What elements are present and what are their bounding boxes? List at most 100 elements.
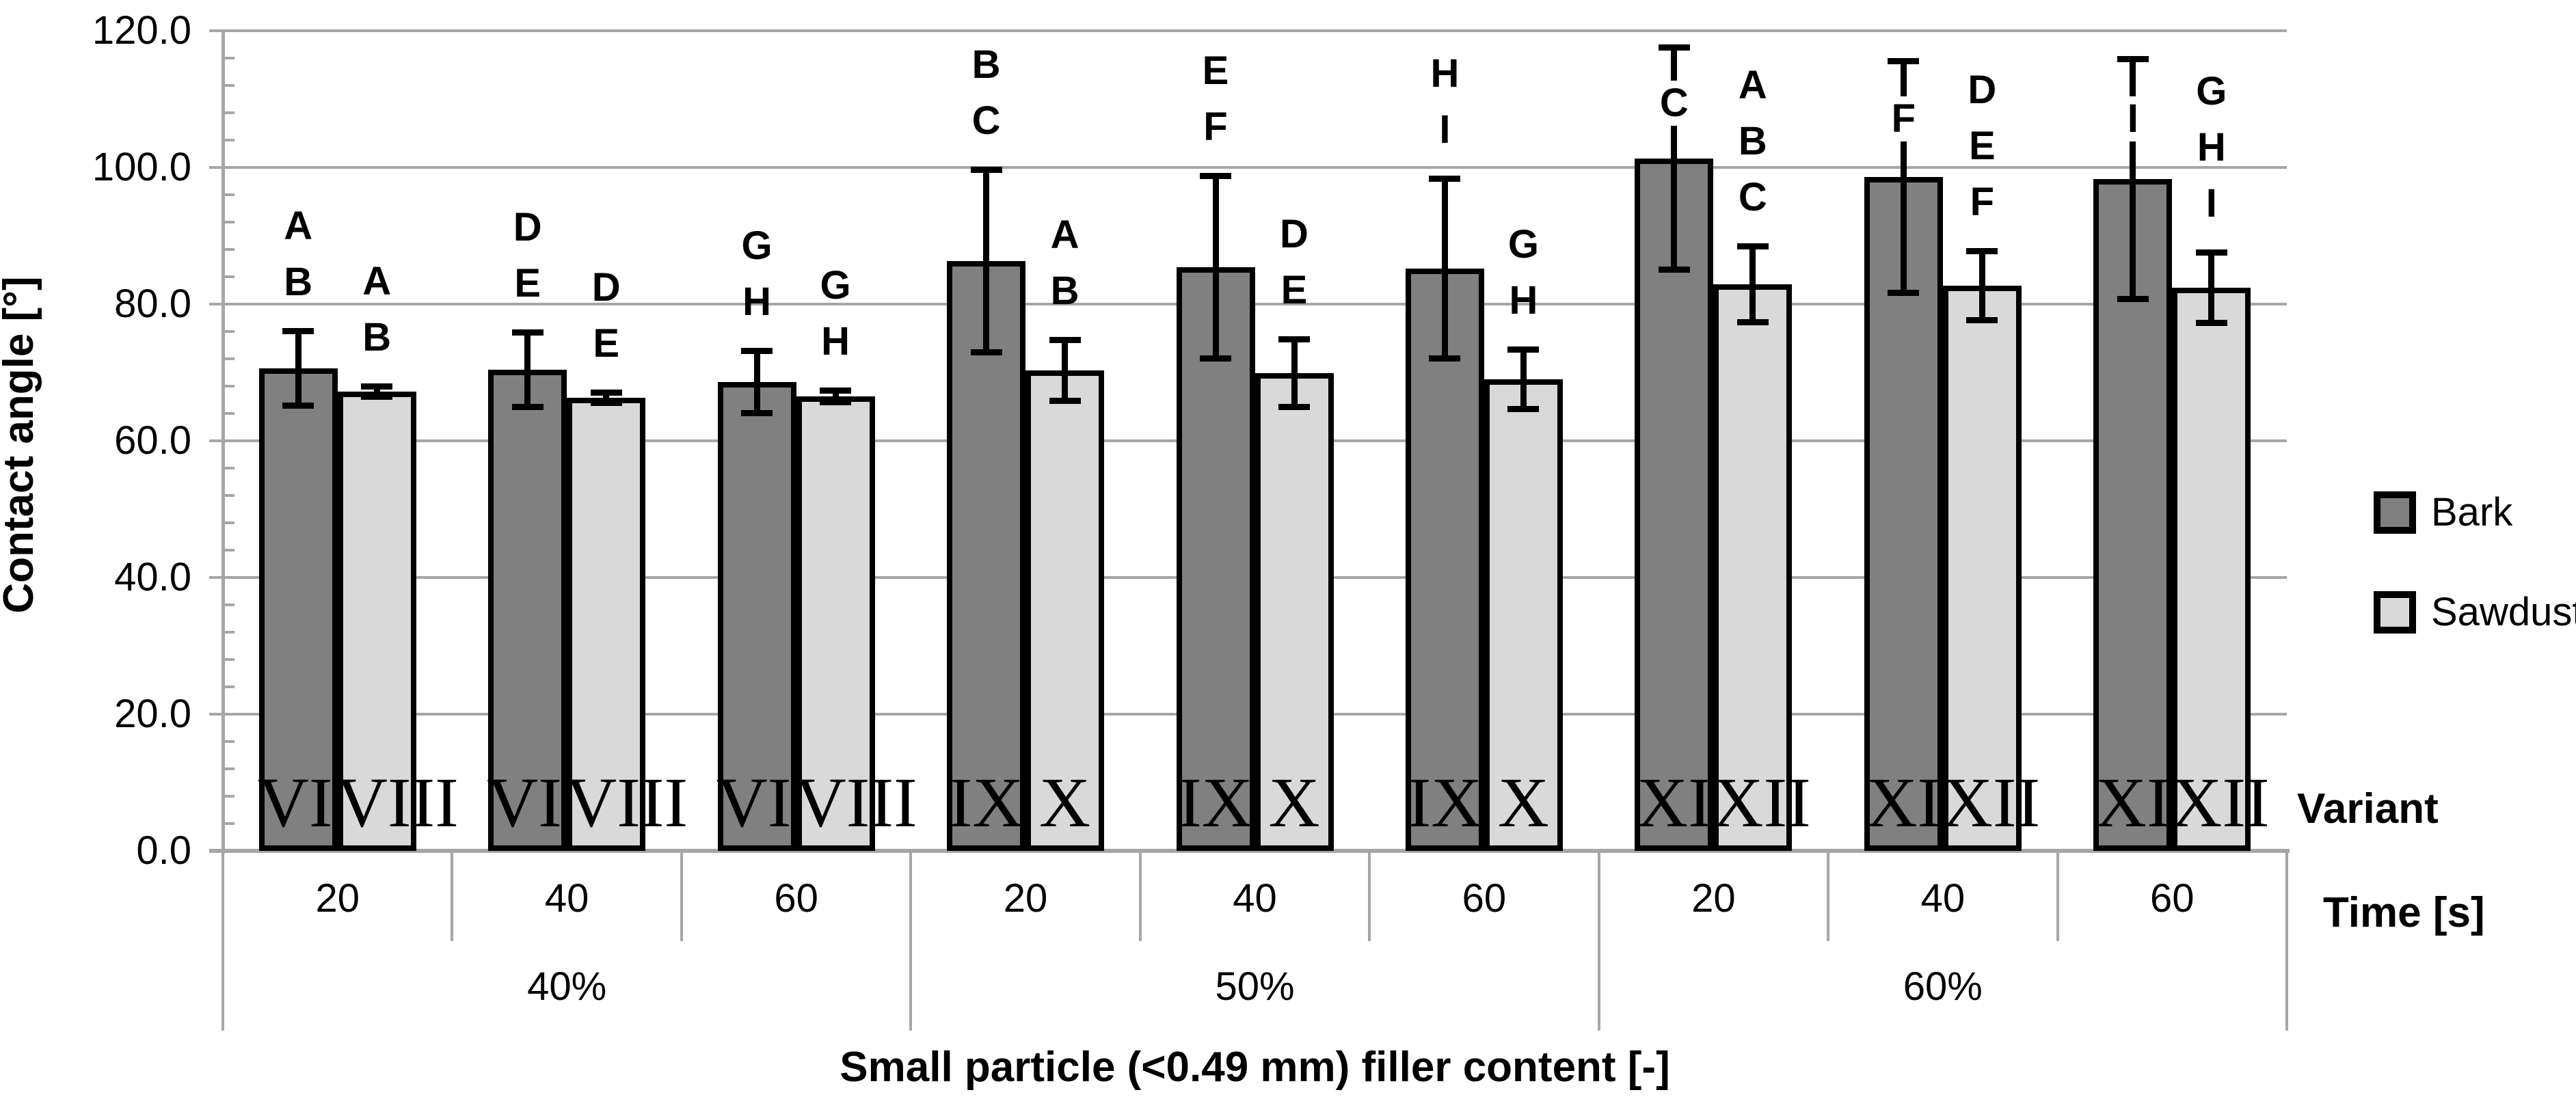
sig-letter: I: [2120, 96, 2145, 141]
sig-letter: F: [1884, 96, 1923, 141]
sig-letter: B: [1738, 119, 1767, 163]
bar-sawdust-60pct-20s: XII: [1712, 284, 1811, 851]
time-row-label: Time [s]: [2323, 889, 2485, 936]
y-tick-label-80: 80.0: [114, 282, 191, 326]
x-divider-8: [2056, 851, 2059, 941]
sig-letter: I: [2205, 181, 2217, 226]
sig-letter: I: [1439, 107, 1451, 152]
error-cap-top-bark-60pct-40s: [1888, 58, 1920, 64]
error-cap-top-bark-40pct-60s: [741, 348, 773, 354]
error-cap-bottom-sawdust-60pct-20s: [1736, 319, 1769, 325]
error-bar-bark-40pct-40s: [524, 332, 531, 407]
error-cap-top-bark-60pct-60s: [2117, 56, 2149, 62]
sig-letter: C: [1652, 80, 1695, 126]
x-divider-0: [222, 851, 224, 1031]
error-bar-bark-50pct-20s: [983, 169, 990, 353]
sig-letters-bark-60pct-40s: F: [1849, 96, 1958, 141]
error-cap-top-sawdust-40pct-60s: [820, 388, 852, 394]
sig-letter: B: [971, 42, 1001, 87]
error-cap-top-bark-40pct-40s: [511, 329, 544, 336]
y-minor-tick-28: [225, 658, 234, 661]
x-divider-1: [451, 851, 454, 941]
bar-sawdust-40pct-20s: VIII: [336, 392, 459, 851]
y-tick-label-0: 0.0: [136, 828, 191, 873]
sig-letter: F: [1970, 180, 1995, 224]
sig-letter: A: [362, 259, 392, 303]
y-minor-tick-64: [225, 412, 234, 415]
legend-label-sawdust: Sawdust: [2431, 590, 2576, 634]
variant-label-sawdust-40pct-60s: VIII: [794, 763, 917, 842]
variant-label-sawdust-50pct-20s: X: [1038, 763, 1091, 842]
sig-letter: B: [1050, 269, 1079, 313]
y-major-tick-80: [209, 303, 223, 305]
y-minor-tick-4: [225, 822, 234, 825]
y-axis-line: [222, 31, 225, 854]
error-bar-bark-50pct-40s: [1212, 176, 1219, 359]
error-cap-bottom-sawdust-50pct-40s: [1278, 404, 1310, 410]
sig-letter: E: [593, 321, 619, 366]
error-cap-bottom-sawdust-50pct-60s: [1507, 406, 1540, 412]
bar-sawdust-60pct-40s: XII: [1941, 286, 2041, 851]
error-cap-bottom-bark-40pct-40s: [511, 404, 544, 410]
sig-letter: G: [820, 263, 851, 308]
error-cap-bottom-sawdust-40pct-40s: [590, 400, 622, 406]
error-bar-sawdust-40pct-20s: [373, 386, 380, 397]
y-minor-tick-12: [225, 767, 234, 770]
sawdust-legend-swatch-icon: [2374, 590, 2416, 634]
error-cap-bottom-bark-50pct-60s: [1429, 355, 1461, 362]
variant-label-sawdust-60pct-40s: XII: [1941, 763, 2041, 842]
error-bar-bark-60pct-20s: [1671, 47, 1678, 270]
y-minor-tick-76: [225, 330, 234, 333]
x-divider-5: [1368, 851, 1371, 941]
y-minor-tick-56: [225, 467, 234, 470]
plot-area: VII A B VIII A B VII D E VIII D E VII G H VIII G H IX B C X A B…: [223, 29, 2287, 852]
bark-legend-swatch-icon: [2374, 491, 2416, 534]
sig-letter: F: [1203, 105, 1228, 149]
y-minor-tick-104: [225, 139, 234, 141]
y-minor-tick-32: [225, 631, 234, 634]
error-cap-bottom-bark-60pct-20s: [1658, 267, 1690, 273]
error-cap-bottom-sawdust-40pct-60s: [820, 399, 852, 405]
sig-letter: H: [1430, 51, 1460, 96]
time-cell-40%-60: 60: [774, 875, 818, 921]
x-divider-2: [680, 851, 683, 941]
error-bar-sawdust-40pct-60s: [832, 390, 839, 403]
bar-bark-40pct-60s: VII: [716, 382, 815, 851]
variant-label-bark-60pct-60s: XI: [2095, 763, 2171, 842]
y-minor-tick-108: [225, 111, 234, 114]
sig-letter: E: [1280, 268, 1308, 312]
sig-letter: C: [1738, 175, 1767, 219]
legend-item-sawdust: Sawdust: [2374, 589, 2576, 635]
variant-label-bark-40pct-60s: VII: [716, 763, 815, 842]
y-minor-tick-116: [225, 57, 234, 59]
sig-letters-bark-60pct-20s: C: [1620, 80, 1729, 126]
y-minor-tick-96: [225, 193, 234, 196]
error-cap-bottom-bark-50pct-40s: [1200, 355, 1231, 362]
error-cap-top-sawdust-50pct-20s: [1049, 337, 1081, 343]
y-tick-label-20: 20.0: [114, 692, 191, 736]
error-cap-bottom-bark-40pct-60s: [741, 410, 773, 416]
sig-letter: E: [1202, 49, 1229, 93]
sig-letter: C: [971, 98, 1001, 143]
error-bar-sawdust-40pct-40s: [603, 392, 610, 403]
legend-item-bark: Bark: [2374, 489, 2512, 535]
bar-bark-50pct-60s: IX: [1405, 269, 1484, 851]
time-cell-40%-40: 40: [544, 875, 589, 921]
y-major-tick-120: [209, 29, 223, 32]
sig-letter: E: [1968, 124, 1996, 168]
error-cap-top-sawdust-60pct-40s: [1966, 248, 1998, 254]
sig-letter: B: [284, 260, 313, 304]
time-cell-60%-60: 60: [2150, 875, 2195, 921]
time-cell-50%-20: 20: [1003, 875, 1048, 921]
filler-cell-60%: 60%: [1903, 964, 1983, 1009]
x-axis-title: Small particle (<0.49 mm) filler content…: [840, 1044, 1670, 1091]
time-cell-50%-40: 40: [1233, 875, 1277, 921]
error-cap-bottom-bark-40pct-20s: [282, 403, 314, 409]
variant-label-sawdust-60pct-20s: XII: [1712, 763, 1811, 842]
error-bar-sawdust-60pct-60s: [2208, 252, 2215, 323]
variant-label-sawdust-40pct-20s: VIII: [336, 763, 459, 842]
bar-sawdust-40pct-40s: VIII: [565, 398, 688, 851]
